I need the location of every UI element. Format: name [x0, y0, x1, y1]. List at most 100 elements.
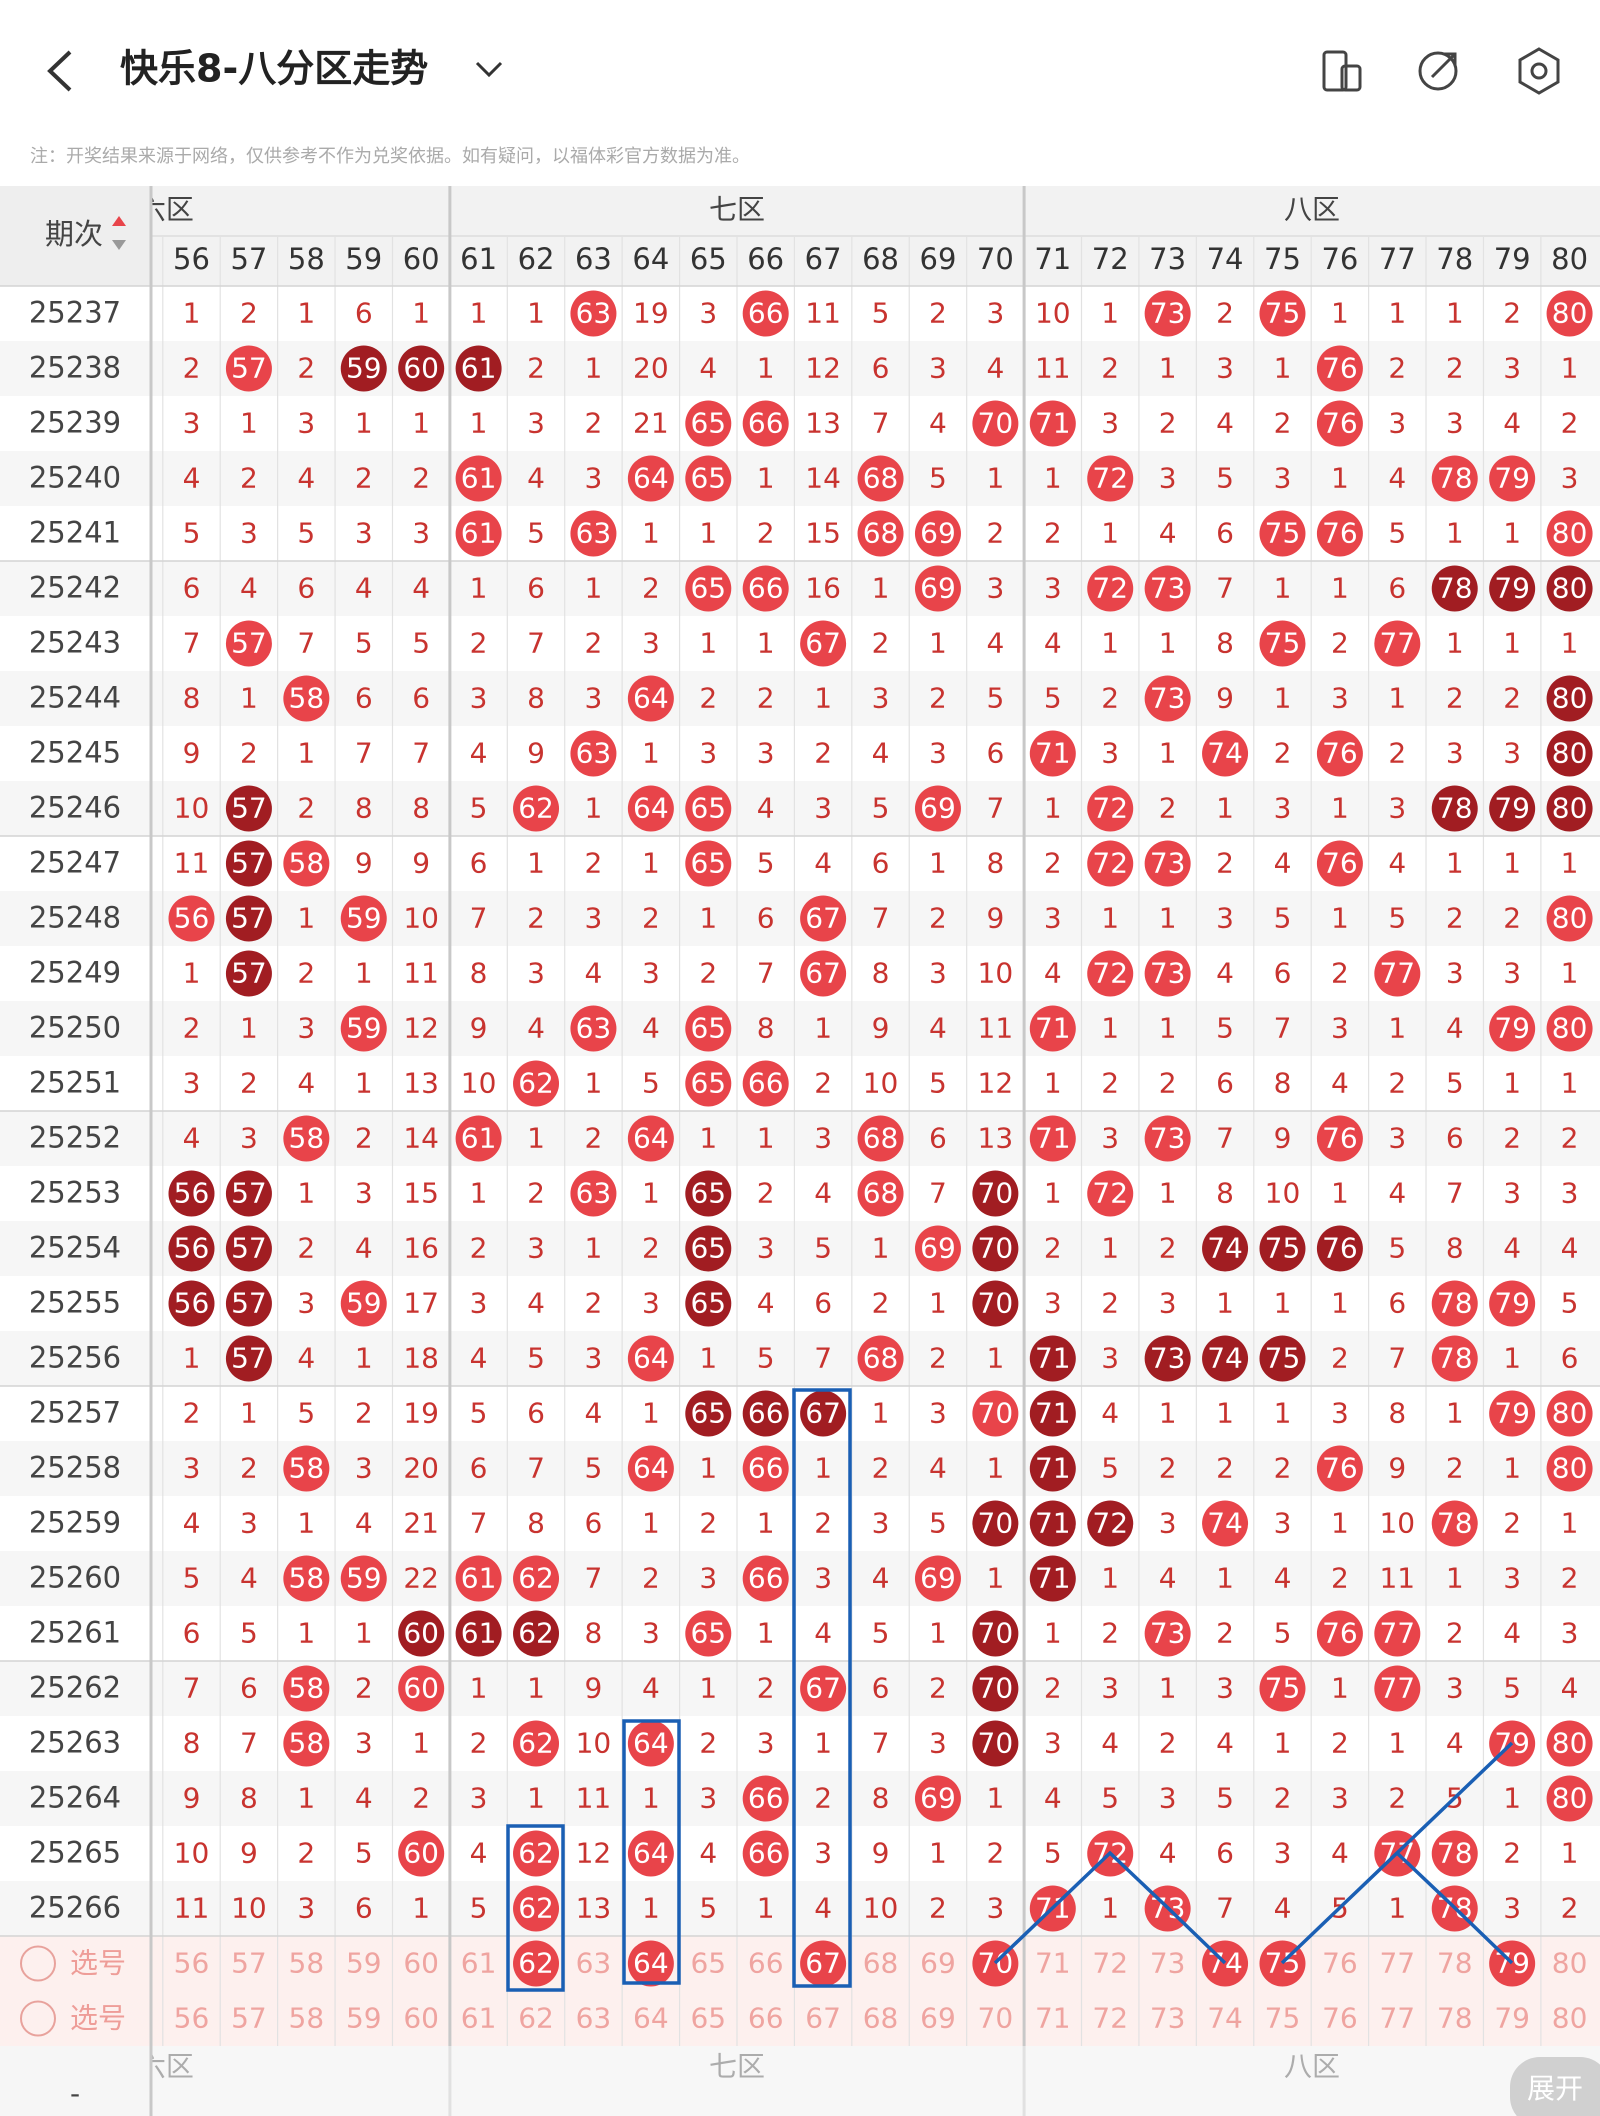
cell-value: 71: [1035, 1507, 1071, 1540]
period: 25253: [29, 1176, 121, 1210]
column-header: 69: [920, 242, 957, 276]
select-number[interactable]: 58: [289, 2002, 325, 2035]
select-number[interactable]: 63: [576, 1947, 612, 1980]
select-number[interactable]: 62: [518, 2002, 554, 2035]
cell-value: 1: [699, 1342, 717, 1375]
cell-value: 69: [920, 1782, 956, 1815]
select-number[interactable]: 73: [1150, 1947, 1186, 1980]
select-number[interactable]: 74: [1207, 2002, 1243, 2035]
select-number[interactable]: 71: [1035, 1947, 1071, 1980]
left-row-bg: [0, 891, 151, 946]
select-number[interactable]: 72: [1092, 2002, 1128, 2035]
select-number[interactable]: 69: [920, 1947, 956, 1980]
select-number[interactable]: 57: [231, 2002, 267, 2035]
select-number[interactable]: 64: [633, 1947, 669, 1980]
cell-value: 2: [1044, 847, 1062, 880]
select-number[interactable]: 68: [863, 1947, 899, 1980]
cell-value: 1: [1044, 792, 1062, 825]
select-number[interactable]: 76: [1322, 2002, 1358, 2035]
select-number[interactable]: 65: [690, 2002, 726, 2035]
expand-label[interactable]: 展开: [1527, 2072, 1583, 2105]
ball: [513, 1555, 560, 1602]
cell-value: 58: [289, 1562, 325, 1595]
cell-value: 1: [1446, 1562, 1464, 1595]
select-number[interactable]: 80: [1552, 1947, 1588, 1980]
cell-value: 3: [297, 1892, 315, 1925]
ball: [1316, 345, 1363, 392]
ball: [1144, 840, 1191, 887]
select-number[interactable]: 62: [518, 1947, 554, 1980]
select-number[interactable]: 56: [174, 2002, 210, 2035]
icon-settings[interactable]: [1518, 47, 1560, 95]
select-checkbox[interactable]: [20, 1945, 56, 1982]
ball: [513, 1610, 560, 1657]
cell-value: 11: [1379, 1562, 1415, 1595]
selected-ball[interactable]: [627, 1940, 674, 1987]
select-number[interactable]: 56: [174, 1947, 210, 1980]
selected-ball[interactable]: [513, 1940, 560, 1987]
icon-layout[interactable]: [1322, 50, 1362, 92]
select-number[interactable]: 80: [1552, 2002, 1588, 2035]
cell-value: 80: [1552, 737, 1588, 770]
cell-value: 72: [1092, 847, 1128, 880]
select-number[interactable]: 77: [1379, 2002, 1415, 2035]
select-number[interactable]: 67: [805, 1947, 841, 1980]
cell-value: 65: [690, 1177, 726, 1210]
select-number[interactable]: 71: [1035, 2002, 1071, 2035]
cell-value: 75: [1265, 627, 1301, 660]
select-number[interactable]: 75: [1265, 2002, 1301, 2035]
select-number[interactable]: 59: [346, 1947, 382, 1980]
select-number[interactable]: 69: [920, 2002, 956, 2035]
select-number[interactable]: 78: [1437, 1947, 1473, 1980]
select-number[interactable]: 65: [690, 1947, 726, 1980]
cell-value: 57: [231, 957, 267, 990]
select-number[interactable]: 67: [805, 2002, 841, 2035]
select-number[interactable]: 60: [403, 2002, 439, 2035]
select-number[interactable]: 64: [633, 2002, 669, 2035]
select-number[interactable]: 58: [289, 1947, 325, 1980]
cell-value: 16: [403, 1232, 439, 1265]
select-number[interactable]: 78: [1437, 2002, 1473, 2035]
select-number[interactable]: 66: [748, 2002, 784, 2035]
cell-value: 71: [1035, 1452, 1071, 1485]
cell-value: 7: [872, 1727, 890, 1760]
cell-value: 2: [757, 517, 775, 550]
select-number[interactable]: 68: [863, 2002, 899, 2035]
select-number[interactable]: 70: [978, 2002, 1014, 2035]
ball: [914, 1225, 961, 1272]
cell-value: 4: [183, 462, 201, 495]
back-button[interactable]: [47, 50, 72, 92]
select-number[interactable]: 59: [346, 2002, 382, 2035]
dropdown[interactable]: [475, 61, 503, 78]
ball: [742, 1445, 789, 1492]
select-number[interactable]: 57: [231, 1947, 267, 1980]
selected-ball[interactable]: [800, 1940, 847, 1987]
select-number[interactable]: 77: [1379, 1947, 1415, 1980]
footer-bg: [0, 2046, 1600, 2116]
select-number[interactable]: 76: [1322, 1947, 1358, 1980]
select-number[interactable]: 66: [748, 1947, 784, 1980]
ball: [742, 1775, 789, 1822]
select-checkbox[interactable]: [20, 2000, 56, 2037]
ball: [972, 1170, 1019, 1217]
cell-value: 2: [872, 627, 890, 660]
ball: [455, 1610, 502, 1657]
icon-share[interactable]: [1418, 51, 1458, 91]
select-number[interactable]: 61: [461, 1947, 497, 1980]
cell-value: 63: [576, 1177, 612, 1210]
expand-button[interactable]: 展开: [1510, 2057, 1600, 2116]
cell-value: 3: [1101, 1342, 1119, 1375]
select-number[interactable]: 72: [1092, 1947, 1128, 1980]
cell-value: 1: [1044, 1067, 1062, 1100]
select-number[interactable]: 61: [461, 2002, 497, 2035]
row-bg: [0, 1716, 1600, 1771]
select-number[interactable]: 73: [1150, 2002, 1186, 2035]
cell-value: 3: [355, 517, 373, 550]
cell-value: 5: [1561, 1287, 1579, 1320]
cell-value: 3: [699, 1562, 717, 1595]
cell-value: 57: [231, 1232, 267, 1265]
cell-value: 1: [1216, 792, 1234, 825]
select-number[interactable]: 63: [576, 2002, 612, 2035]
select-number[interactable]: 79: [1494, 2002, 1530, 2035]
select-number[interactable]: 60: [403, 1947, 439, 1980]
